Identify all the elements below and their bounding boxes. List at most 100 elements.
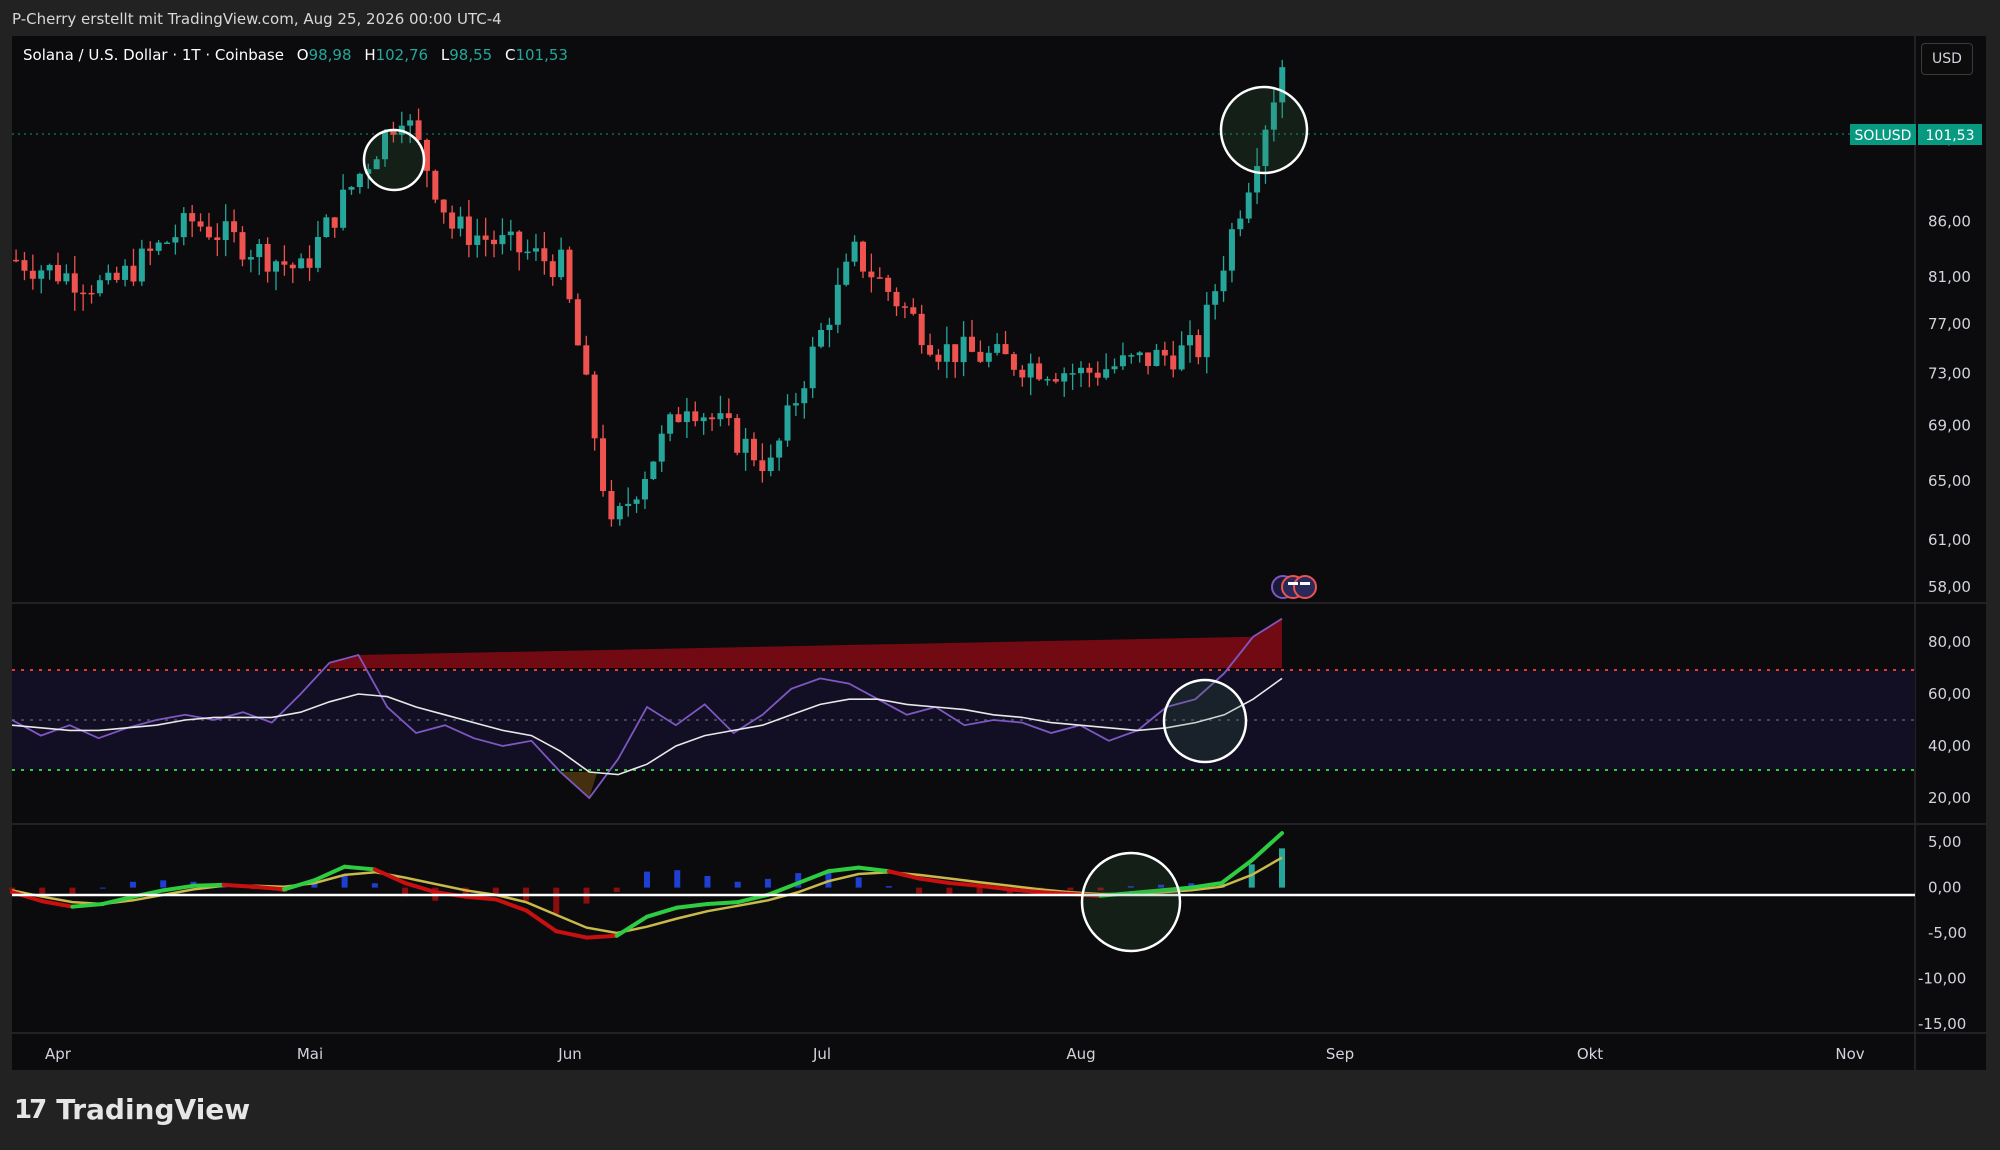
candle: [155, 240, 162, 256]
macd-histogram-bar: [341, 874, 348, 888]
macd-line-segment: [463, 894, 498, 902]
symbol-title[interactable]: Solana / U.S. Dollar · 1T · Coinbase: [23, 46, 284, 64]
candle: [331, 216, 338, 238]
candle: [289, 262, 296, 284]
macd-histogram-bar: [462, 887, 469, 898]
candle: [893, 287, 900, 317]
macd-line-segment: [312, 864, 347, 883]
high-value: 102,76: [375, 46, 429, 64]
candle: [801, 381, 808, 419]
candle: [834, 267, 841, 334]
rsi-tick-label: 20,00: [1928, 789, 1971, 807]
macd-line-segment: [765, 881, 801, 897]
candle: [1103, 353, 1110, 380]
macd-line-segment: [645, 905, 680, 919]
macd-histogram-bar: [402, 887, 409, 897]
macd-line-segment: [1189, 881, 1224, 890]
candle: [943, 326, 950, 379]
macd-histogram-bar: [885, 886, 892, 888]
candle: [138, 239, 145, 286]
candle: [197, 213, 204, 232]
candle: [1170, 341, 1177, 378]
candle: [122, 259, 129, 287]
candle: [71, 256, 78, 311]
x-tick-label: Mai: [297, 1045, 323, 1063]
currency-button[interactable]: USD: [1921, 43, 1973, 75]
candle: [994, 333, 1001, 356]
macd-line-segment: [342, 864, 377, 872]
rsi-ma-line: [11, 677, 1283, 776]
pane-dividers: [12, 36, 1986, 1070]
candle: [491, 230, 498, 258]
candle: [1002, 331, 1009, 355]
candle: [449, 205, 456, 239]
macd-histogram-bar: [553, 887, 560, 914]
candle: [1161, 341, 1168, 366]
candle: [616, 502, 623, 526]
macd-line-segment: [70, 901, 105, 909]
candle: [1203, 292, 1210, 374]
candlestick-series: [13, 59, 1286, 527]
candle: [96, 274, 103, 297]
candle: [382, 128, 389, 167]
candle: [667, 412, 674, 442]
price-tag-symbol: [1850, 124, 1916, 145]
rsi-tick-label: 60,00: [1928, 685, 1971, 703]
candle: [1036, 356, 1043, 381]
macd-line-segment: [614, 914, 649, 938]
close-label: C: [504, 46, 516, 64]
candle: [910, 298, 917, 316]
candle: [457, 206, 464, 237]
candle: [465, 199, 472, 258]
candle: [776, 438, 783, 471]
macd-histogram-bar: [1097, 887, 1104, 891]
macd-line-segment: [977, 883, 1012, 892]
macd-line-segment: [524, 908, 559, 934]
macd-line-segment: [191, 882, 226, 888]
close-value: 101,53: [515, 46, 568, 64]
candle: [29, 254, 36, 290]
candle: [1187, 320, 1194, 363]
candle: [507, 219, 514, 251]
candle: [1010, 351, 1017, 376]
macd-tick-label: -5,00: [1928, 924, 1967, 942]
candle: [256, 239, 263, 276]
candle: [1119, 342, 1126, 371]
candle: [189, 204, 196, 238]
candle: [826, 317, 833, 348]
macd-histogram-bar: [946, 887, 953, 895]
candle: [499, 218, 506, 255]
candle: [1245, 182, 1252, 224]
candle: [558, 237, 565, 280]
macd-tick-label: 0,00: [1928, 879, 1961, 897]
macd-histogram-bar: [39, 887, 46, 895]
macd-histogram-bar: [129, 881, 136, 888]
candle: [281, 245, 288, 276]
candle: [1178, 331, 1185, 371]
macd-histogram-bar: [855, 877, 862, 888]
candle: [717, 395, 724, 427]
tradingview-brand[interactable]: 17 TradingView: [14, 1093, 250, 1126]
macd-line-segment: [856, 865, 891, 874]
price-tick-label: 81,00: [1928, 268, 1971, 286]
macd-histogram-bar: [9, 887, 15, 891]
candle: [625, 487, 632, 517]
macd-histogram-bar: [492, 887, 499, 895]
candle: [373, 156, 380, 170]
price-tag-symbol-text: SOLUSD: [1855, 128, 1912, 144]
candle: [80, 284, 87, 311]
candle: [692, 401, 699, 427]
candle: [13, 249, 20, 263]
price-tick-label: 61,00: [1928, 531, 1971, 549]
candle: [750, 432, 757, 467]
candle: [38, 265, 45, 294]
candle: [164, 240, 171, 245]
macd-line-segment: [1159, 885, 1194, 893]
candle: [1069, 363, 1076, 390]
x-tick-label: Okt: [1577, 1045, 1603, 1063]
candle: [566, 246, 573, 303]
candle: [1212, 284, 1219, 320]
candle: [633, 496, 640, 513]
macd-line-segment: [796, 869, 831, 886]
